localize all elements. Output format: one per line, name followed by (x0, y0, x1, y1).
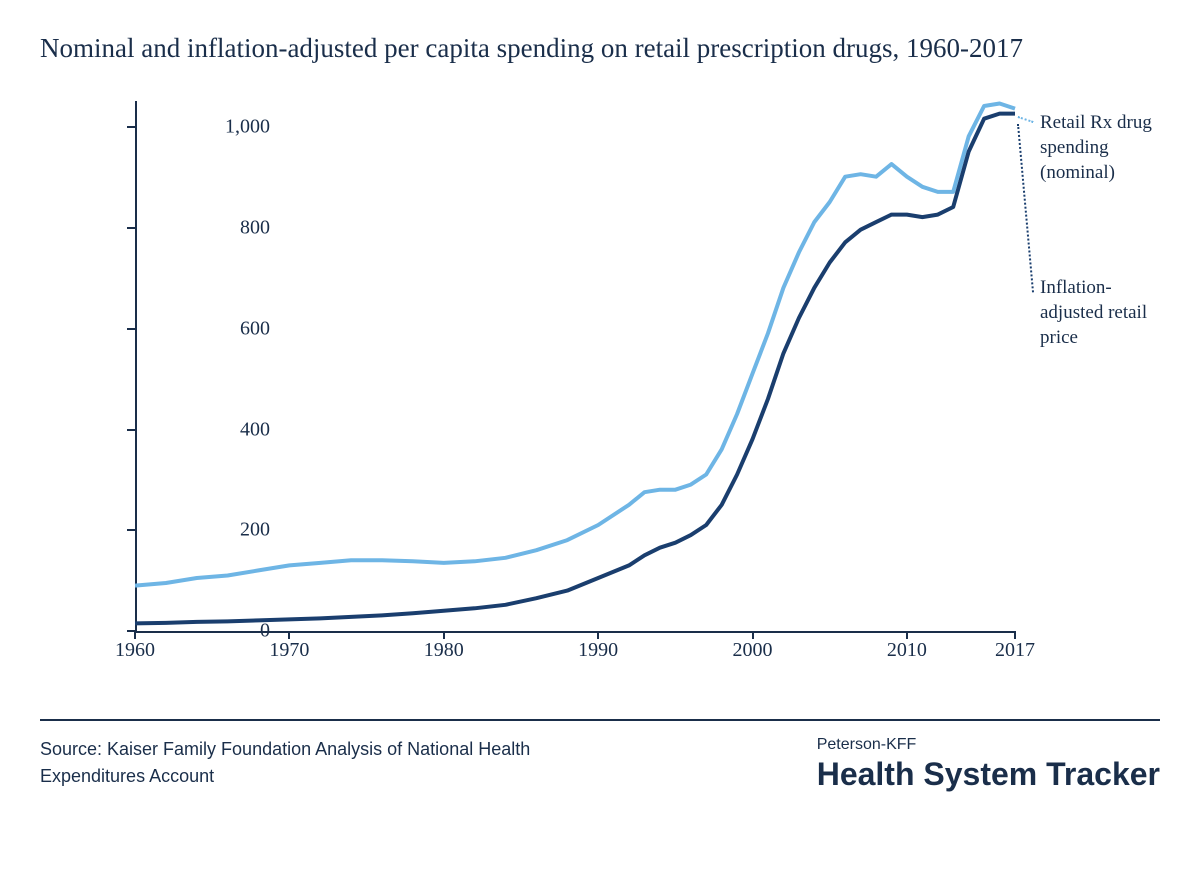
y-tick (127, 429, 135, 431)
y-tick-label: 400 (240, 418, 270, 441)
footer: Source: Kaiser Family Foundation Analysi… (0, 721, 1200, 793)
y-tick (127, 529, 135, 531)
x-tick-label: 2010 (887, 639, 927, 662)
y-tick-label: 200 (240, 519, 270, 542)
chart-area: 02004006008001,000 196019701980199020002… (60, 91, 1160, 681)
source-text: Source: Kaiser Family Foundation Analysi… (40, 736, 600, 790)
x-tick-label: 1970 (269, 639, 309, 662)
y-tick-label: 1,000 (225, 115, 270, 138)
x-tick (906, 631, 908, 639)
x-tick (597, 631, 599, 639)
x-tick-label: 1960 (115, 639, 155, 662)
x-tick-label: 2000 (733, 639, 773, 662)
plot-region (135, 101, 1015, 631)
x-tick-label: 1980 (424, 639, 464, 662)
y-tick (127, 227, 135, 229)
y-tick-label: 600 (240, 317, 270, 340)
series-label-nominal: Retail Rx drug spending (nominal) (1040, 111, 1170, 185)
x-tick-label: 1990 (578, 639, 618, 662)
line-inflation_adjusted (135, 114, 1015, 624)
x-tick (1014, 631, 1016, 639)
series-label-inflation_adjusted: Inflation-adjusted retail price (1040, 276, 1170, 350)
x-tick (752, 631, 754, 639)
chart-title: Nominal and inflation-adjusted per capit… (40, 30, 1160, 66)
leader-line-nominal (1018, 116, 1034, 123)
chart-svg (135, 101, 1015, 631)
x-tick-label: 2017 (995, 639, 1035, 662)
y-tick (127, 126, 135, 128)
y-tick (127, 328, 135, 330)
y-tick-label: 800 (240, 216, 270, 239)
logo: Peterson-KFF Health System Tracker (817, 736, 1160, 793)
x-tick (288, 631, 290, 639)
x-tick (443, 631, 445, 639)
leader-line-inflation_adjusted (1017, 124, 1034, 292)
logo-top: Peterson-KFF (817, 736, 1160, 754)
x-tick (134, 631, 136, 639)
line-nominal (135, 104, 1015, 586)
logo-bottom: Health System Tracker (817, 756, 1160, 793)
